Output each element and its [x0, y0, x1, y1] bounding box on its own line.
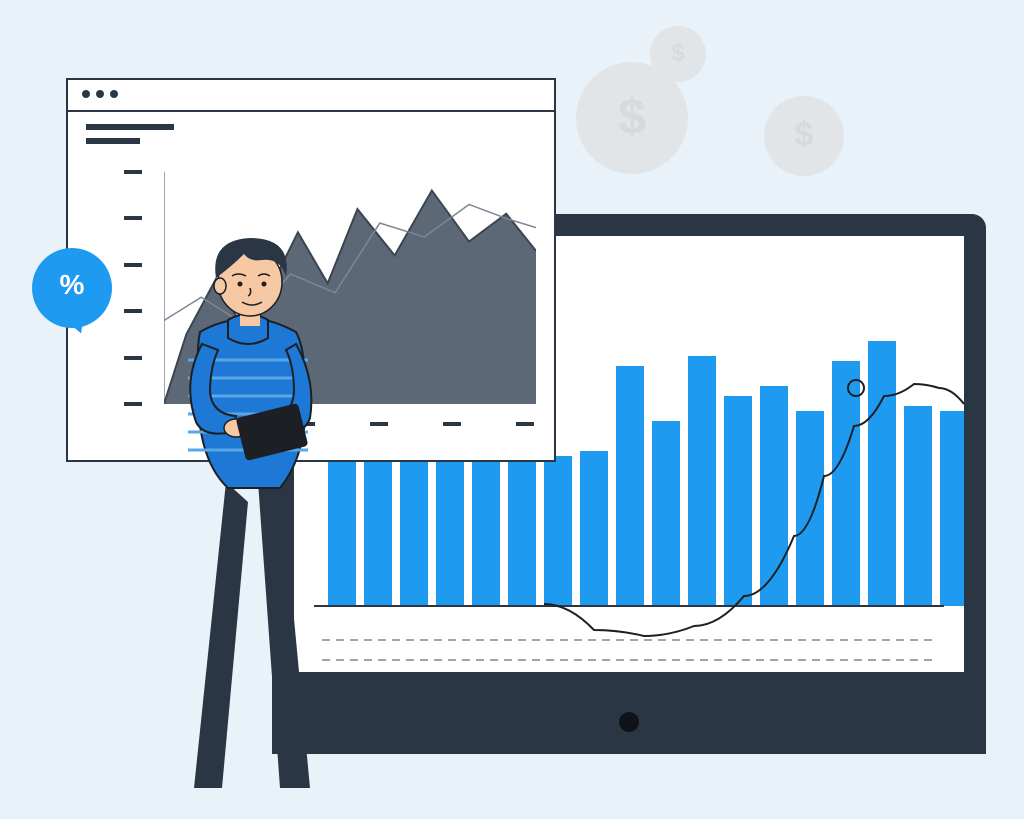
infographic-canvas: $$$ % [0, 0, 1024, 819]
header-divider [68, 110, 554, 112]
window-dot-icon [110, 90, 118, 98]
x-tick [370, 422, 388, 426]
heading-placeholder [86, 124, 174, 130]
dollar-coin-icon: $ [650, 26, 706, 82]
dollar-coin-icon: $ [764, 96, 844, 176]
y-tick [124, 170, 142, 174]
x-tick [443, 422, 461, 426]
window-dot-icon [82, 90, 90, 98]
window-dot-icon [96, 90, 104, 98]
percent-bubble: % [32, 248, 112, 328]
y-tick [124, 216, 142, 220]
x-tick [516, 422, 534, 426]
person-illustration [140, 232, 360, 792]
heading-placeholder [86, 138, 140, 144]
window-controls [82, 90, 118, 98]
percent-label: % [60, 269, 85, 301]
power-button-icon [619, 712, 639, 732]
